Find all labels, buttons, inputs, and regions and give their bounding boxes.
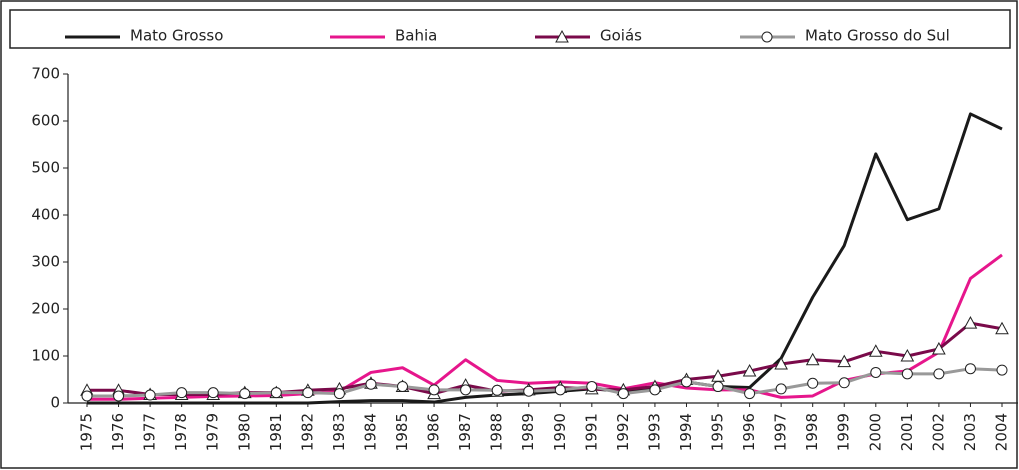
x-tick-label: 1979	[204, 413, 222, 451]
x-tick-label: 2003	[961, 413, 979, 451]
legend-box	[9, 9, 1011, 49]
marker	[774, 356, 788, 370]
y-tick-label: 700	[31, 65, 60, 83]
marker	[805, 352, 820, 366]
marker	[712, 381, 724, 393]
x-tick-label: 1982	[298, 413, 316, 451]
marker	[397, 381, 409, 393]
x-tick-label: 1984	[361, 413, 379, 451]
x-tick-label: 1986	[425, 413, 443, 451]
marker	[617, 388, 629, 400]
marker	[586, 381, 598, 393]
marker	[901, 368, 913, 380]
marker	[870, 366, 882, 378]
x-tick-label: 1981	[267, 413, 285, 451]
x-tick-label: 1999	[835, 413, 853, 451]
marker	[239, 388, 251, 400]
marker	[302, 387, 314, 399]
y-tick-label: 200	[31, 300, 60, 318]
x-tick-label: 1977	[141, 413, 159, 451]
marker	[868, 344, 883, 357]
x-tick-label: 1980	[235, 413, 253, 451]
legend-label: Mato Grosso	[130, 27, 223, 45]
marker	[775, 383, 787, 395]
marker	[649, 384, 661, 396]
x-tick-label: 1990	[551, 413, 569, 451]
marker	[838, 377, 850, 389]
marker	[963, 316, 978, 329]
marker	[744, 388, 756, 400]
marker	[807, 377, 819, 389]
marker	[555, 29, 569, 43]
marker	[837, 354, 852, 368]
marker	[995, 321, 1009, 335]
x-tick-label: 2000	[866, 413, 884, 451]
y-tick-label: 0	[50, 394, 60, 412]
y-tick-label: 600	[31, 112, 60, 130]
x-tick-label: 2004	[993, 413, 1011, 451]
x-tick-label: 2001	[898, 413, 916, 451]
marker	[964, 363, 976, 375]
x-tick-label: 1991	[582, 413, 600, 451]
marker	[554, 384, 566, 396]
x-tick-label: 1995	[709, 413, 727, 451]
marker	[996, 364, 1008, 376]
marker	[176, 387, 188, 399]
series-line	[87, 112, 1003, 405]
x-tick-label: 1993	[645, 413, 663, 451]
x-tick-label: 1975	[78, 413, 96, 451]
x-tick-label: 1987	[456, 413, 474, 451]
x-tick-label: 1978	[172, 413, 190, 451]
marker	[460, 384, 472, 396]
legend-label: Mato Grosso do Sul	[805, 27, 950, 45]
marker	[742, 363, 757, 377]
legend-label: Bahia	[395, 27, 437, 45]
x-tick-label: 1976	[109, 413, 127, 451]
marker	[207, 387, 219, 399]
x-tick-label: 2002	[929, 413, 947, 451]
marker	[680, 376, 692, 388]
y-tick-label: 500	[31, 159, 60, 177]
x-tick-label: 1985	[393, 413, 411, 451]
marker	[900, 348, 915, 362]
marker	[270, 387, 282, 399]
marker	[428, 384, 440, 396]
x-tick-label: 1992	[614, 413, 632, 451]
marker	[933, 368, 945, 380]
legend-label: Goiás	[600, 27, 642, 45]
x-tick-label: 1983	[330, 413, 348, 451]
x-tick-label: 1988	[488, 413, 506, 451]
marker	[144, 389, 156, 401]
marker	[365, 378, 377, 390]
x-tick-label: 1996	[740, 413, 758, 451]
marker	[761, 31, 773, 43]
marker	[333, 388, 345, 400]
marker	[81, 390, 93, 402]
x-tick-label: 1997	[772, 413, 790, 451]
x-tick-label: 1998	[803, 413, 821, 451]
y-tick-label: 300	[31, 253, 60, 271]
marker	[523, 385, 535, 397]
y-tick-label: 400	[31, 206, 60, 224]
marker	[932, 341, 946, 355]
x-tick-label: 1994	[677, 413, 695, 451]
marker	[491, 384, 503, 396]
x-tick-label: 1989	[519, 413, 537, 451]
marker	[113, 390, 125, 402]
y-tick-label: 100	[31, 347, 60, 365]
